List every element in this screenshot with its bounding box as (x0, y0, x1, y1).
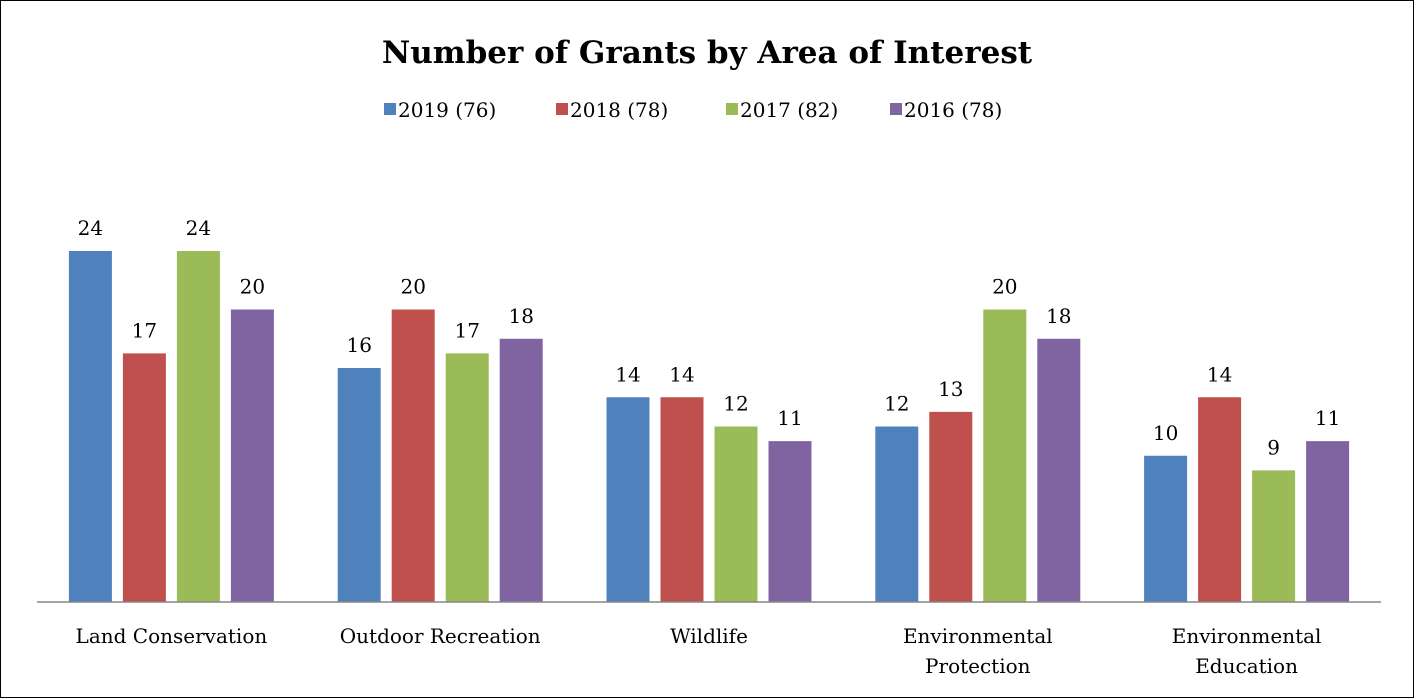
bar (875, 426, 919, 602)
bar (499, 338, 543, 602)
bar (768, 441, 812, 602)
bar (230, 309, 274, 602)
data-label: 14 (615, 362, 640, 386)
legend-label: 2016 (78) (904, 98, 1002, 122)
data-label: 14 (1207, 362, 1232, 386)
bar (337, 368, 381, 602)
legend: 2019 (76) 2018 (78) 2017 (82) 2016 (78) (384, 98, 1002, 122)
data-label: 14 (669, 362, 694, 386)
category-label: Outdoor Recreation (340, 624, 541, 648)
data-label: 16 (346, 333, 371, 357)
data-label: 17 (454, 318, 479, 342)
data-label: 13 (938, 377, 963, 401)
bar (1252, 470, 1296, 602)
bar (68, 251, 112, 602)
bar (1198, 397, 1242, 602)
bar (445, 353, 489, 602)
bar (983, 309, 1027, 602)
data-label: 11 (777, 406, 802, 430)
data-label: 12 (884, 392, 909, 416)
bar (1037, 338, 1081, 602)
data-label: 10 (1153, 421, 1178, 445)
data-label: 12 (723, 392, 748, 416)
bar (606, 397, 650, 602)
legend-swatch (556, 103, 568, 115)
bar (391, 309, 435, 602)
data-label: 9 (1267, 435, 1280, 459)
data-label: 20 (400, 275, 425, 299)
legend-label: 2019 (76) (398, 98, 496, 122)
legend-swatch (890, 103, 902, 115)
legend-swatch (726, 103, 738, 115)
chart-title: Number of Grants by Area of Interest (382, 35, 1033, 71)
data-label: 24 (78, 216, 103, 240)
bar (1306, 441, 1350, 602)
category-label: Land Conservation (76, 624, 268, 648)
data-label: 17 (132, 318, 157, 342)
bar (660, 397, 704, 602)
data-labels-group: 24 17 24 20 16 20 17 18 14 14 12 11 12 13 20 18 10 14 9 11 (78, 216, 1341, 459)
legend-label: 2017 (82) (740, 98, 838, 122)
bar (929, 411, 973, 602)
bar (176, 251, 220, 602)
category-label: Protection (925, 654, 1031, 678)
data-label: 20 (992, 275, 1017, 299)
bar (1144, 455, 1188, 602)
category-labels-group: Land Conservation Outdoor Recreation Wildl… (76, 624, 1322, 678)
category-label: Environmental (1172, 624, 1322, 648)
bar (714, 426, 758, 602)
data-label: 11 (1315, 406, 1340, 430)
legend-label: 2018 (78) (570, 98, 668, 122)
bar (122, 353, 166, 602)
legend-swatch (384, 103, 396, 115)
data-label: 18 (1046, 304, 1071, 328)
data-label: 20 (240, 275, 265, 299)
bars-group (68, 251, 1350, 602)
data-label: 18 (508, 304, 533, 328)
category-label: Education (1195, 654, 1298, 678)
data-label: 24 (186, 216, 211, 240)
category-label: Wildlife (670, 624, 748, 648)
category-label: Environmental (903, 624, 1053, 648)
